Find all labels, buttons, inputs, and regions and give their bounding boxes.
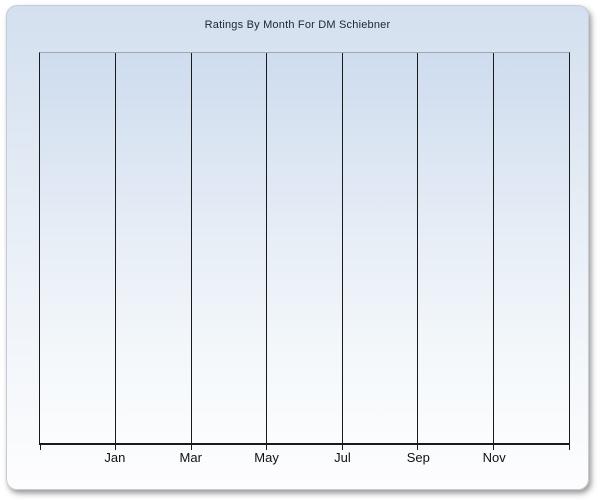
x-axis-labels: Jan Mar May Jul Sep Nov (39, 450, 570, 468)
x-axis-tick (266, 445, 268, 450)
chart-title: Ratings By Month For DM Schiebner (204, 19, 391, 31)
x-axis-tick (341, 445, 343, 450)
chart-panel: Ratings By Month For DM Schiebner Jan Mar… (6, 5, 589, 490)
x-axis-tick (190, 445, 192, 450)
gridline-may (266, 53, 268, 443)
gridline-nov (492, 53, 494, 443)
gridline-mar (190, 53, 192, 443)
x-axis-tick (115, 445, 117, 450)
gridline-jul (341, 53, 343, 443)
x-tick-label-nov: Nov (482, 450, 506, 465)
gridline-sep (417, 53, 419, 443)
x-tick-label-jan: Jan (104, 450, 126, 465)
gridline-jan (115, 53, 117, 443)
x-axis-tick (492, 445, 494, 450)
x-tick-label-may: May (254, 450, 279, 465)
x-tick-label-mar: Mar (179, 450, 202, 465)
x-axis-tick (39, 445, 41, 450)
x-tick-label-sep: Sep (406, 450, 430, 465)
x-tick-label-jul: Jul (334, 450, 351, 465)
x-axis-tick (568, 445, 570, 450)
x-axis-tick (417, 445, 419, 450)
plot-area (39, 52, 570, 450)
